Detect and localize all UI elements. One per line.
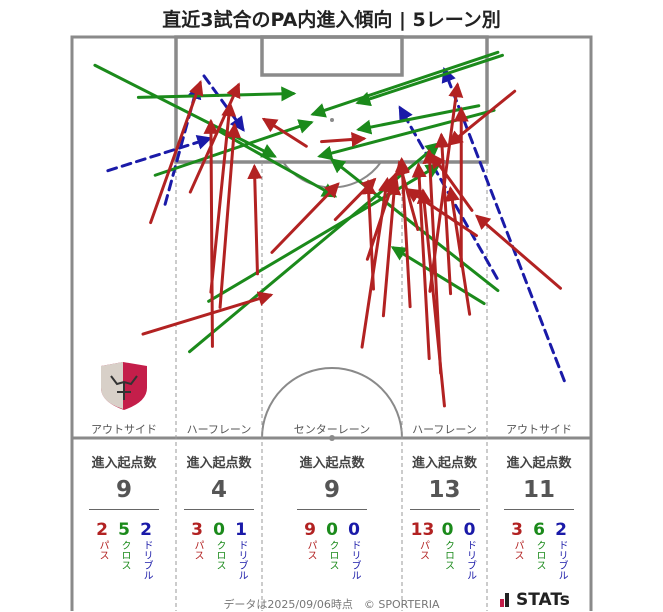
stats-logo-icon — [500, 593, 512, 607]
stat-total: 9 — [115, 477, 132, 503]
cross-arrow — [93, 63, 277, 158]
lane-stats-center: 進入起点数 9 9 パス 0 クロス 0 ドリブル — [262, 452, 402, 580]
divider — [297, 509, 367, 510]
pass-label: パス — [512, 540, 523, 560]
dribble-count: 0 — [463, 520, 476, 540]
dribble-label: ドリブル — [236, 540, 247, 580]
pass-arrow — [475, 214, 562, 290]
stat-heading: 進入起点数 — [299, 456, 365, 471]
pass-arrow — [422, 148, 443, 375]
divider — [504, 509, 574, 510]
cross-arrow — [310, 50, 500, 118]
stat-total: 4 — [210, 477, 227, 503]
cross-count: 0 — [441, 520, 454, 540]
pass-label: パス — [192, 540, 203, 560]
pass-arrow — [360, 176, 393, 349]
pass-label: パス — [305, 540, 316, 560]
dribble-label: ドリブル — [141, 540, 152, 580]
entry-arrows — [93, 50, 566, 408]
cross-label: クロス — [214, 540, 225, 570]
pass-arrow — [447, 89, 517, 146]
pass-count: 13 — [410, 520, 435, 540]
pass-arrow — [361, 179, 377, 291]
pass-label: パス — [97, 540, 108, 560]
brand-name: STATs — [516, 590, 570, 610]
pass-count: 9 — [304, 520, 316, 540]
footer-credit: データは2025/09/06時点 © SPORTERIA — [223, 598, 440, 611]
divider — [184, 509, 254, 510]
lane-label-center: センターレーン — [293, 423, 371, 436]
divider — [89, 509, 159, 510]
pass-arrow — [270, 182, 340, 254]
pass-arrow — [141, 291, 274, 336]
pass-arrow — [218, 122, 242, 309]
brand-logo: STATs — [500, 590, 570, 610]
cross-arrow — [218, 130, 338, 198]
pass-arrow — [261, 117, 308, 148]
pass-count: 2 — [96, 520, 108, 540]
pitch-markings — [70, 35, 593, 611]
cross-arrow — [188, 142, 441, 354]
dribble-label: ドリブル — [464, 540, 476, 580]
stat-total: 13 — [428, 477, 461, 503]
divider — [409, 509, 480, 510]
pass-arrow — [247, 163, 263, 276]
center-spot — [329, 435, 335, 441]
pass-arrow — [381, 179, 402, 318]
lane-stats-left-outside: 進入起点数 9 2 パス 5 クロス 2 ドリブル — [72, 452, 176, 580]
cross-label: クロス — [534, 540, 545, 570]
penalty-spot — [330, 118, 334, 122]
stat-heading: 進入起点数 — [506, 456, 572, 471]
dribble-label: ドリブル — [349, 540, 360, 580]
cross-label: クロス — [442, 540, 454, 570]
pass-arrow — [430, 152, 474, 212]
stat-heading: 進入起点数 — [91, 456, 157, 471]
dribble-count: 0 — [348, 520, 360, 540]
pass-arrow — [203, 118, 219, 348]
pass-arrow — [320, 131, 367, 147]
lane-label-left-halfspace: ハーフレーン — [186, 423, 252, 436]
pass-arrow — [394, 156, 412, 309]
pass-arrow — [149, 80, 204, 225]
crest-left-half — [101, 362, 123, 409]
crest-deer — [110, 375, 138, 400]
dribble-count: 2 — [140, 520, 152, 540]
stat-heading: 進入起点数 — [186, 456, 252, 471]
dribble-label: ドリブル — [556, 540, 567, 580]
lane-label-left-outside: アウトサイド — [91, 423, 157, 436]
center-circle — [261, 367, 403, 439]
stat-total: 11 — [522, 477, 555, 503]
chart-title: 直近3試合のPA内進入傾向 | 5レーン別 — [162, 9, 501, 31]
cross-label: クロス — [119, 540, 130, 570]
pass-count: 3 — [511, 520, 523, 540]
cross-count: 6 — [533, 520, 545, 540]
dribble-arrow — [163, 83, 202, 206]
pass-arrow — [405, 188, 479, 238]
stat-total: 9 — [323, 477, 340, 503]
cross-count: 0 — [326, 520, 338, 540]
lane-label-right-outside: アウトサイド — [506, 423, 572, 436]
goal-area — [260, 35, 404, 77]
lane-label-right-halfspace: ハーフレーン — [412, 423, 477, 436]
lane-stats-left-halfspace: 進入起点数 4 3 パス 0 クロス 1 ドリブル — [176, 452, 262, 580]
club-crest — [101, 362, 147, 410]
dribble-arrow — [441, 67, 566, 383]
lane-stats-right-outside: 進入起点数 11 3 パス 6 クロス 2 ドリブル — [487, 452, 591, 580]
dribble-count: 2 — [555, 520, 567, 540]
cross-count: 0 — [213, 520, 225, 540]
pass-label: パス — [417, 540, 429, 560]
pass-count: 3 — [191, 520, 203, 540]
dribble-count: 1 — [235, 520, 247, 540]
stat-heading: 進入起点数 — [411, 456, 477, 471]
cross-count: 5 — [118, 520, 130, 540]
dribble-arrow — [106, 135, 213, 173]
cross-label: クロス — [327, 540, 338, 570]
cross-arrow — [355, 53, 504, 107]
cross-arrow — [136, 86, 297, 102]
lane-stats-right-halfspace: 進入起点数 13 13 パス 0 クロス 0 ドリブル — [402, 452, 487, 580]
